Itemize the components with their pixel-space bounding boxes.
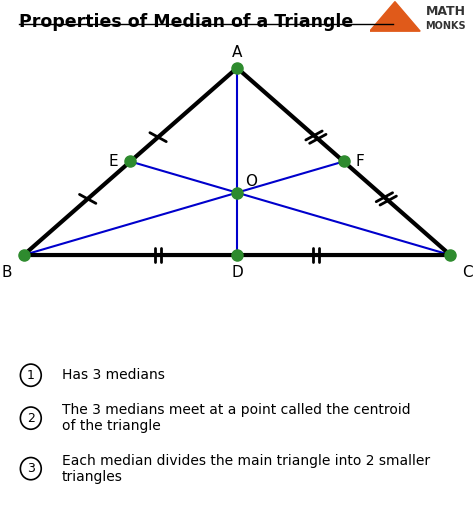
Text: C: C [462, 265, 473, 280]
Text: Has 3 medians: Has 3 medians [62, 368, 164, 382]
Text: The 3 medians meet at a point called the centroid
of the triangle: The 3 medians meet at a point called the… [62, 403, 410, 433]
Text: E: E [109, 154, 118, 169]
Text: O: O [246, 174, 257, 189]
Text: MONKS: MONKS [426, 21, 466, 31]
Text: 1: 1 [27, 369, 35, 382]
Text: Properties of Median of a Triangle: Properties of Median of a Triangle [19, 13, 353, 31]
Text: A: A [232, 45, 242, 60]
Text: MATH: MATH [426, 5, 465, 18]
Polygon shape [370, 2, 420, 31]
Text: 3: 3 [27, 462, 35, 475]
Text: B: B [1, 265, 12, 280]
Text: 2: 2 [27, 412, 35, 425]
Text: Each median divides the main triangle into 2 smaller
triangles: Each median divides the main triangle in… [62, 453, 430, 484]
Text: D: D [231, 265, 243, 280]
Text: F: F [356, 154, 364, 169]
